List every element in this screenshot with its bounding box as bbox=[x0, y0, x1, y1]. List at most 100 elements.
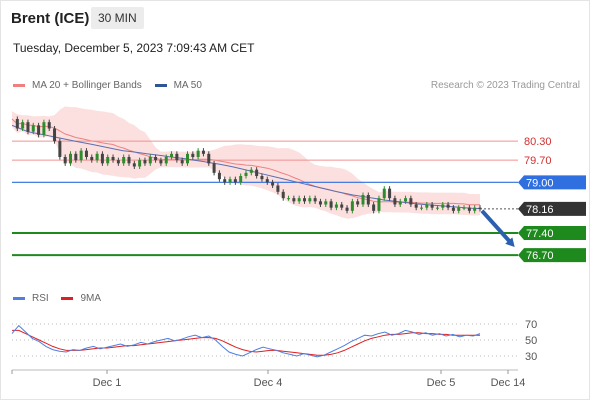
x-tick-label: Dec 1 bbox=[93, 377, 122, 389]
candle-body bbox=[425, 204, 429, 208]
candle-body bbox=[100, 153, 104, 164]
candle-body bbox=[409, 198, 413, 205]
candle-body bbox=[467, 207, 471, 211]
candle-body bbox=[398, 201, 402, 205]
candle-body bbox=[393, 198, 397, 205]
x-tick-label: Dec 14 bbox=[491, 377, 526, 389]
candle-body bbox=[196, 150, 200, 157]
candle-body bbox=[127, 157, 131, 164]
candle-body bbox=[366, 195, 370, 205]
candle-body bbox=[132, 163, 136, 167]
candle-body bbox=[478, 207, 482, 209]
support-label-2: 76.70 bbox=[526, 250, 554, 262]
candle-body bbox=[404, 198, 408, 202]
candle-body bbox=[446, 204, 450, 208]
candle-body bbox=[340, 204, 344, 208]
ma50-swatch bbox=[154, 83, 167, 87]
candle-body bbox=[260, 176, 264, 180]
legend-item-9ma: 9MA bbox=[61, 293, 101, 304]
candle-body bbox=[414, 204, 418, 208]
candle-body bbox=[217, 172, 221, 180]
candle-body bbox=[84, 150, 88, 157]
legend-label-9ma: 9MA bbox=[80, 293, 102, 304]
last-price-tag bbox=[518, 201, 586, 216]
candle-body bbox=[111, 157, 115, 161]
candle-body bbox=[233, 179, 237, 183]
legend-label-rsi: RSI bbox=[32, 293, 49, 304]
candle-body bbox=[212, 163, 216, 173]
candle-body bbox=[106, 157, 110, 164]
credit-text: Research © 2023 Trading Central bbox=[430, 80, 580, 91]
last-price-label: 78.16 bbox=[526, 204, 554, 216]
datetime-label: Tuesday, December 5, 2023 7:09:43 AM CET bbox=[13, 41, 255, 55]
candle-body bbox=[116, 160, 120, 164]
candle-body bbox=[430, 204, 434, 208]
candle-body bbox=[47, 122, 51, 129]
candle-body bbox=[90, 157, 94, 161]
candle-body bbox=[329, 201, 333, 208]
candle-body bbox=[334, 204, 338, 208]
candle-body bbox=[37, 125, 41, 135]
candle-body bbox=[382, 188, 386, 199]
candle-body bbox=[451, 207, 455, 211]
forecast-arrowhead bbox=[505, 237, 515, 248]
candle-body bbox=[420, 207, 423, 209]
candle-body bbox=[175, 153, 179, 161]
candle-body bbox=[462, 207, 466, 209]
candle-body bbox=[350, 201, 354, 211]
support-tag-2 bbox=[518, 248, 586, 263]
9ma-swatch bbox=[61, 296, 74, 300]
candle-body bbox=[148, 157, 152, 164]
pivot-tag bbox=[518, 175, 586, 190]
main-legend: MA 20 + Bollinger Bands MA 50 bbox=[13, 80, 202, 91]
candle-body bbox=[303, 198, 306, 202]
candle-body bbox=[318, 201, 322, 205]
legend-item-ma50: MA 50 bbox=[154, 80, 202, 91]
candle-body bbox=[308, 198, 312, 202]
candle-body bbox=[297, 198, 301, 202]
legend-label-ma50: MA 50 bbox=[173, 80, 202, 91]
rsi-tick-70: 70 bbox=[525, 319, 537, 331]
candle-body bbox=[122, 157, 126, 164]
candle-body bbox=[191, 153, 195, 157]
rsi-ma-line bbox=[12, 329, 480, 356]
candle-body bbox=[170, 153, 174, 157]
candle-body bbox=[239, 176, 243, 183]
candle-body bbox=[356, 201, 360, 205]
candle-body bbox=[292, 198, 296, 202]
candle-body bbox=[15, 119, 19, 129]
legend-item-ma20: MA 20 + Bollinger Bands bbox=[13, 80, 142, 91]
ma20-swatch bbox=[13, 83, 25, 87]
candle-body bbox=[159, 160, 163, 164]
candle-body bbox=[276, 185, 280, 192]
pivot-label: 79.00 bbox=[526, 177, 554, 189]
x-tick-label: Dec 5 bbox=[427, 377, 456, 389]
candle-body bbox=[265, 179, 269, 183]
candle-body bbox=[345, 207, 349, 211]
candle-body bbox=[388, 188, 392, 199]
candle-body bbox=[138, 160, 142, 167]
candle-body bbox=[207, 153, 211, 164]
candle-body bbox=[58, 141, 62, 157]
timeframe-badge[interactable]: 30 MIN bbox=[91, 7, 144, 29]
legend-item-rsi: RSI bbox=[13, 293, 49, 304]
candle-body bbox=[287, 198, 291, 200]
rsi-legend: RSI 9MA bbox=[13, 293, 101, 304]
candle-body bbox=[74, 153, 78, 161]
candle-body bbox=[180, 160, 184, 164]
candle-body bbox=[223, 179, 227, 183]
candle-body bbox=[69, 153, 72, 164]
candle-body bbox=[271, 182, 275, 186]
support-tag-1 bbox=[518, 226, 586, 240]
candle-body bbox=[154, 157, 158, 161]
candle-body bbox=[164, 157, 168, 164]
forecast-arrow bbox=[480, 209, 514, 246]
candle-body bbox=[372, 204, 376, 211]
candle-body bbox=[201, 150, 205, 154]
candle-body bbox=[42, 122, 46, 135]
candle-body bbox=[457, 207, 461, 211]
candle-body bbox=[313, 198, 317, 202]
candle-body bbox=[441, 204, 445, 208]
rsi-swatch bbox=[13, 296, 25, 300]
